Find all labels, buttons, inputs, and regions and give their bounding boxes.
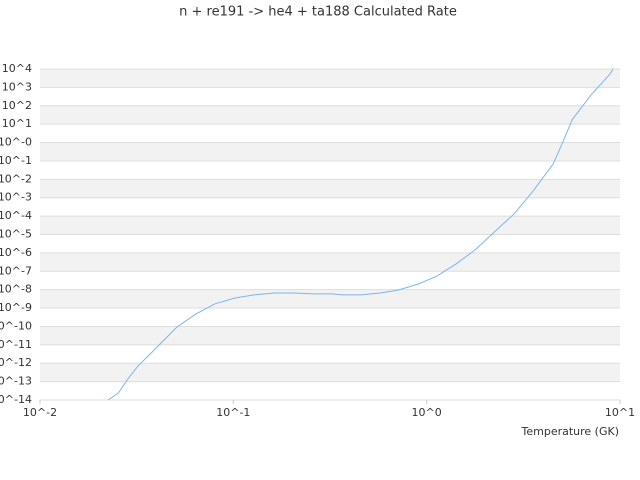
y-tick-label: 10^-1: [0, 154, 32, 167]
y-tick-label: 10^2: [2, 99, 32, 112]
y-tick-label: 10^-8: [0, 283, 32, 296]
y-tick-label: 10^-7: [0, 264, 32, 277]
band: [40, 252, 620, 272]
x-tick-label: 10^0: [412, 406, 442, 419]
y-tick-label: 10^-0: [0, 136, 32, 149]
band: [40, 69, 620, 88]
band: [40, 289, 620, 309]
x-tick-label: 10^-2: [23, 406, 57, 419]
y-tick-label: 10^1: [2, 117, 32, 130]
line-series: [107, 68, 614, 401]
y-tick-label: 10^-9: [0, 301, 32, 314]
x-axis-label: Temperature (GK): [521, 425, 620, 438]
y-tick-label: 10^-10: [0, 319, 32, 332]
band: [40, 105, 620, 125]
chart-title: n + re191 -> he4 + ta188 Calculated Rate: [179, 5, 457, 20]
y-tick-label: 10^-2: [0, 172, 32, 185]
band: [40, 142, 620, 161]
y-tick-label: 10^-12: [0, 356, 32, 369]
y-tick-label: 10^-14: [0, 393, 32, 406]
y-tick-label: 10^-3: [0, 191, 32, 204]
band: [40, 179, 620, 198]
y-tick-label: 10^-5: [0, 228, 32, 241]
y-tick-label: 10^-6: [0, 246, 32, 259]
band: [40, 216, 620, 235]
band: [40, 326, 620, 345]
y-tick-label: 10^-4: [0, 209, 32, 222]
x-tick-label: 10^-1: [216, 406, 250, 419]
y-tick-label: 10^4: [2, 62, 32, 75]
plot-bands: [40, 69, 620, 382]
y-tick-label: 10^-13: [0, 375, 32, 388]
x-tick-label: 10^1: [605, 406, 635, 419]
band: [40, 363, 620, 382]
y-tick-label: 10^3: [2, 80, 32, 93]
y-tick-label: 10^-11: [0, 338, 32, 351]
